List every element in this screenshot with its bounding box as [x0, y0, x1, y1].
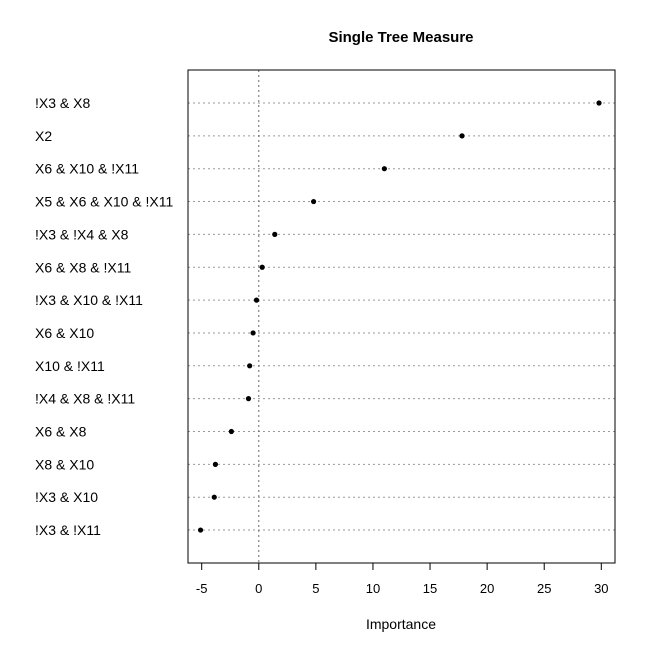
data-point [250, 330, 256, 336]
category-label: X6 & X8 [35, 424, 87, 440]
data-point [381, 166, 387, 172]
data-point [253, 297, 260, 303]
x-axis-title: Importance [366, 616, 436, 632]
data-point [272, 231, 278, 237]
category-label: !X3 & X10 [35, 489, 98, 505]
data-point [310, 198, 317, 205]
chart-title: Single Tree Measure [328, 29, 473, 46]
x-tick-label: 20 [480, 581, 494, 596]
x-tick-label: 0 [255, 581, 262, 596]
x-axis: -5 0 5 10 15 20 25 30 [196, 563, 609, 596]
category-label: X6 & X10 & !X11 [35, 161, 139, 177]
data-point [247, 363, 253, 369]
category-label: X2 [35, 128, 52, 144]
category-label: !X4 & X8 & !X11 [35, 391, 135, 407]
category-label: !X3 & X8 [35, 95, 90, 111]
x-tick-label: 30 [594, 581, 608, 596]
category-label: X10 & !X11 [35, 358, 105, 374]
category-label: X5 & X6 & X10 & !X11 [35, 194, 173, 210]
grid-layer [188, 102, 615, 531]
x-tick-label: 15 [423, 581, 437, 596]
category-label: !X3 & !X4 & X8 [35, 226, 129, 242]
x-tick-label: 5 [312, 581, 319, 596]
category-label: X6 & X8 & !X11 [35, 259, 131, 275]
data-point [245, 396, 252, 402]
data-point [212, 461, 219, 467]
x-tick-label: -5 [196, 581, 208, 596]
category-label: X8 & X10 [35, 456, 94, 472]
category-labels: !X3 & X8 X2 X6 & X10 & !X11 X5 & X6 & X10 &… [35, 95, 173, 538]
points-layer [197, 100, 602, 533]
data-point [197, 527, 204, 533]
data-point [211, 494, 217, 500]
data-point [228, 428, 234, 435]
data-point [596, 100, 602, 106]
x-tick-label: 25 [537, 581, 551, 596]
x-tick-label: 10 [366, 581, 380, 596]
data-point [459, 133, 465, 139]
category-label: X6 & X10 [35, 325, 94, 341]
data-point [259, 264, 265, 270]
category-label: !X3 & !X11 [35, 522, 101, 538]
category-label: !X3 & X10 & !X11 [35, 292, 143, 308]
plot-frame [187, 69, 616, 564]
